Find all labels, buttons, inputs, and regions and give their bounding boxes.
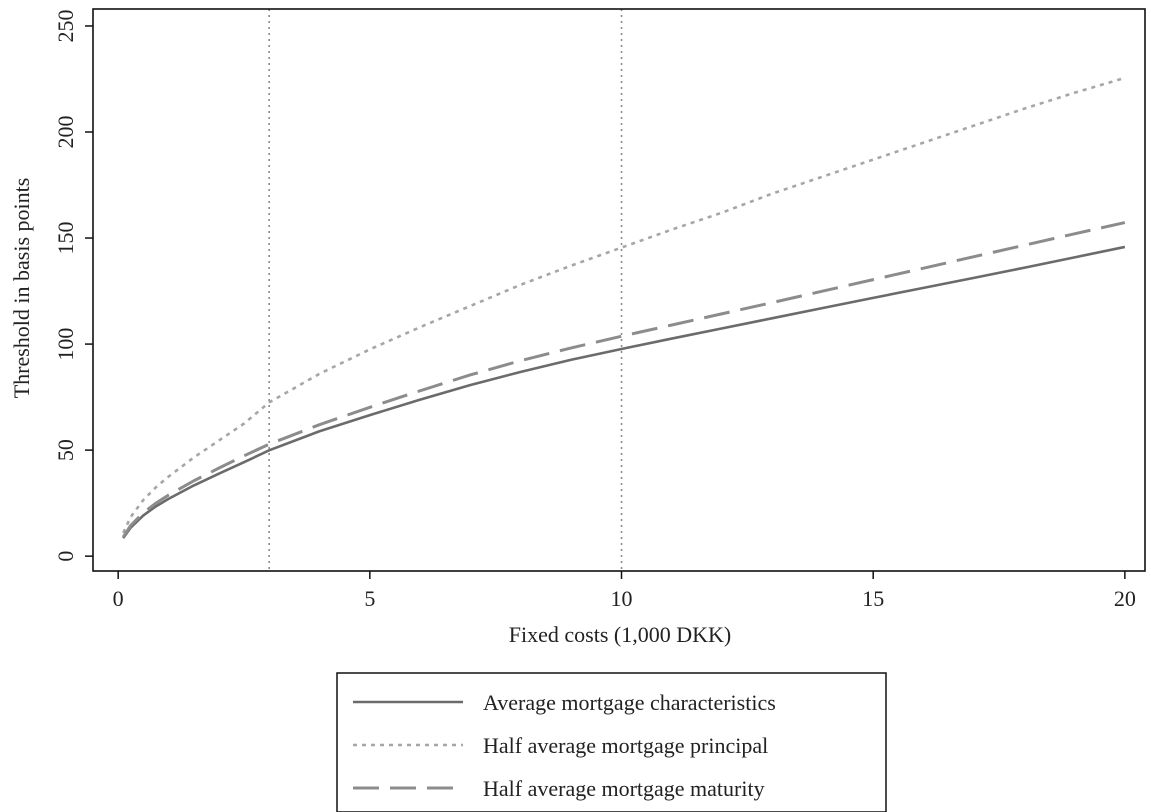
x-tick-label-5: 5 — [364, 586, 375, 611]
y-axis-title: Threshold in basis points — [9, 178, 34, 399]
x-tick-label-20: 20 — [1114, 586, 1136, 611]
y-tick-label-0: 0 — [53, 551, 78, 562]
legend-label-2: Half average mortgage principal — [483, 733, 768, 758]
series-line-3 — [121, 221, 1126, 538]
y-tick-label-250: 250 — [53, 9, 78, 42]
legend: Average mortgage characteristics Half ave… — [336, 672, 887, 812]
plot-frame — [92, 8, 1146, 572]
series-line-1 — [122, 245, 1126, 539]
x-tick-label-15: 15 — [862, 586, 884, 611]
y-tick-label-200: 200 — [53, 116, 78, 149]
plot-area — [121, 9, 1126, 571]
legend-label-1: Average mortgage characteristics — [483, 690, 776, 715]
legend-label-3: Half average mortgage maturity — [483, 776, 765, 801]
y-tick-label-50: 50 — [53, 439, 78, 461]
series-line-2 — [122, 76, 1126, 534]
x-axis-title: Fixed costs (1,000 DKK) — [509, 622, 731, 647]
y-tick-label-100: 100 — [53, 328, 78, 361]
y-tick-label-150: 150 — [53, 222, 78, 255]
x-tick-label-10: 10 — [611, 586, 633, 611]
x-tick-label-0: 0 — [113, 586, 124, 611]
